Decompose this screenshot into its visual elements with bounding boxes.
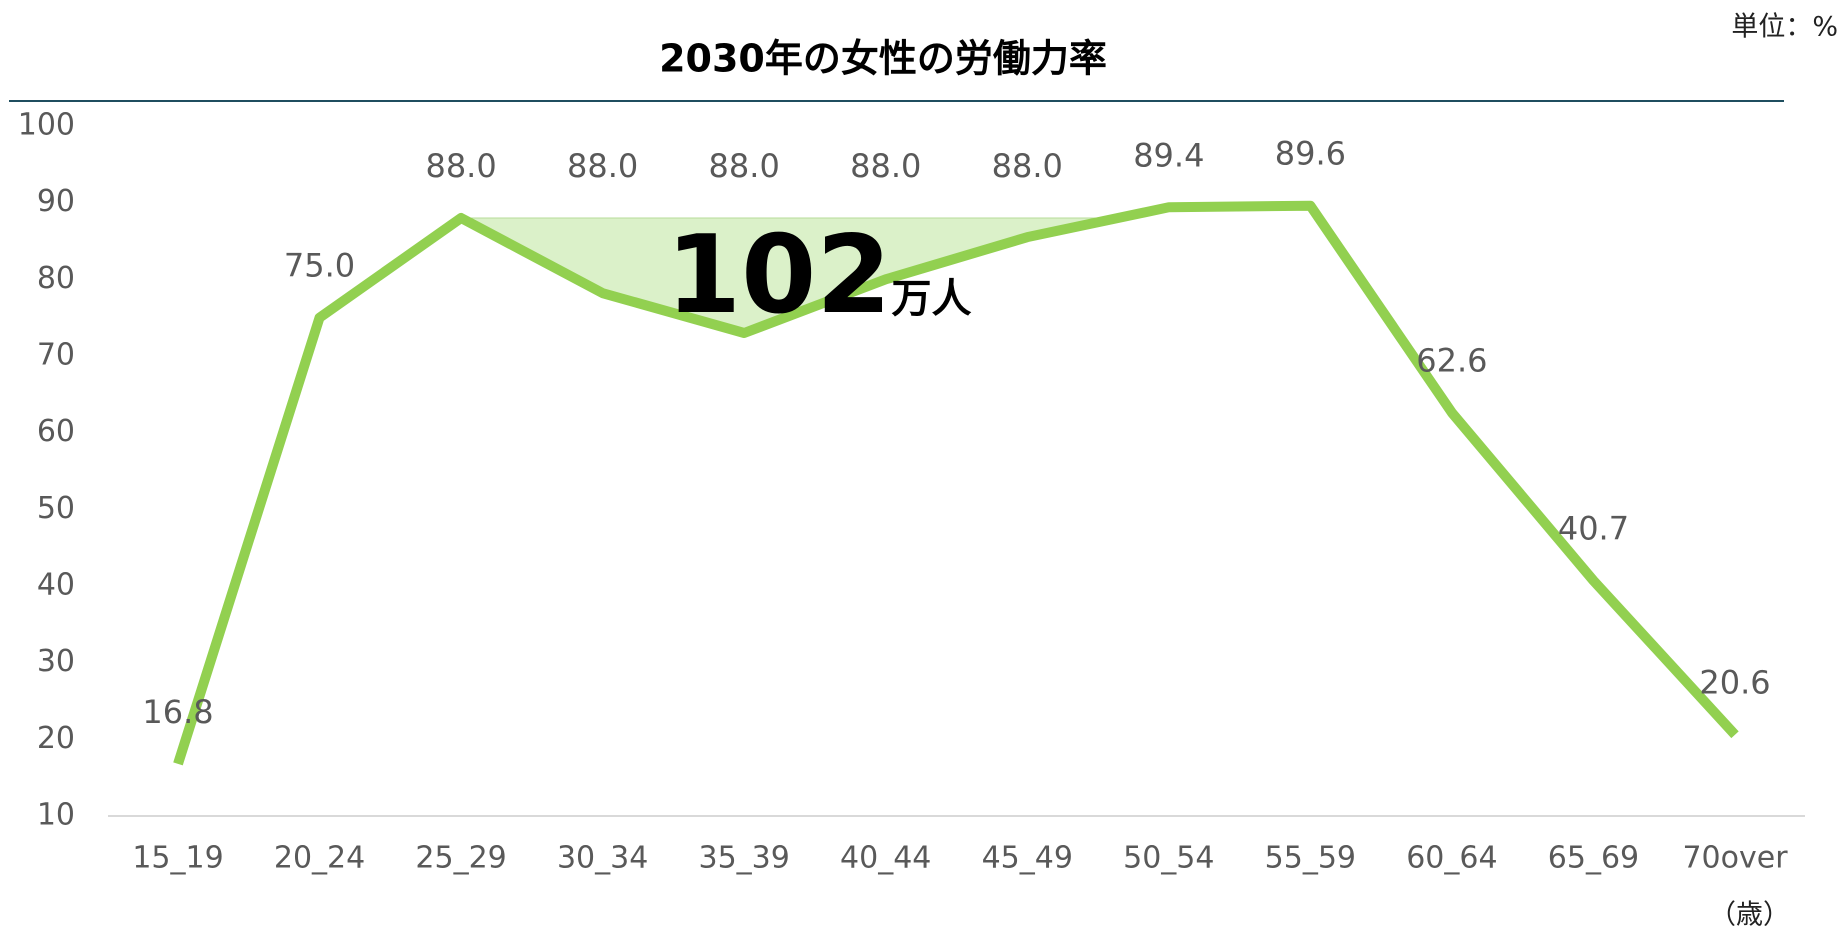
- chart-title: 2030年の女性の労働力率: [659, 37, 1107, 81]
- data-label: 89.4: [1133, 136, 1204, 174]
- data-label: 20.6: [1699, 664, 1770, 702]
- x-tick-label: 65_69: [1548, 841, 1639, 876]
- y-tick-label: 90: [37, 184, 75, 219]
- data-label: 88.0: [709, 147, 780, 185]
- data-label: 88.0: [992, 147, 1063, 185]
- data-label: 62.6: [1416, 342, 1487, 380]
- annotation-unit: 万人: [891, 276, 971, 322]
- y-tick-label: 80: [37, 261, 75, 296]
- y-tick-label: 50: [37, 491, 75, 526]
- data-label: 88.0: [567, 147, 638, 185]
- x-tick-label: 50_54: [1123, 841, 1214, 876]
- y-tick-label: 10: [37, 798, 75, 833]
- x-tick-label: 30_34: [557, 841, 648, 876]
- x-tick-label: 40_44: [840, 841, 931, 876]
- annotation-value: 102: [666, 213, 891, 338]
- x-tick-label: 45_49: [982, 841, 1073, 876]
- y-tick-label: 30: [37, 644, 75, 679]
- x-tick-label: 55_59: [1265, 841, 1356, 876]
- data-label: 89.6: [1275, 135, 1346, 173]
- annotation: 102万人: [666, 213, 971, 338]
- y-tick-label: 70: [37, 338, 75, 373]
- data-line: [173, 200, 1739, 766]
- unit-label: 単位：%: [1731, 12, 1838, 43]
- y-tick-label: 20: [37, 721, 75, 756]
- data-label: 40.7: [1558, 510, 1629, 548]
- data-label: 88.0: [850, 147, 921, 185]
- y-tick-label: 100: [18, 108, 75, 143]
- data-label: 16.8: [142, 693, 213, 731]
- x-tick-label: 20_24: [274, 841, 365, 876]
- x-tick-label: 25_29: [415, 841, 506, 876]
- x-tick-label: 35_39: [699, 841, 790, 876]
- data-label: 88.0: [425, 147, 496, 185]
- x-axis-label: （歳）: [1709, 900, 1790, 931]
- x-tick-label: 15_19: [132, 841, 223, 876]
- data-label: 75.0: [284, 247, 355, 285]
- y-tick-label: 60: [37, 414, 75, 449]
- y-tick-label: 40: [37, 568, 75, 603]
- x-tick-label: 70over: [1682, 841, 1788, 876]
- x-tick-label: 60_64: [1406, 841, 1497, 876]
